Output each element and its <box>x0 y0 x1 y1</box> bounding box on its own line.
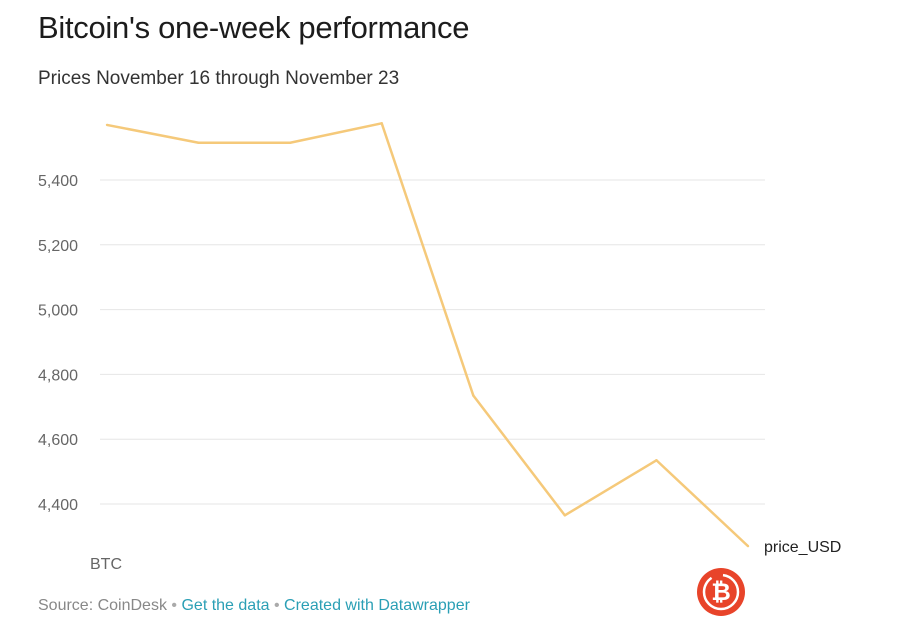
data-point <box>380 122 383 125</box>
y-tick-label: 5,000 <box>38 303 78 320</box>
chart-subtitle: Prices November 16 through November 23 <box>38 68 400 89</box>
data-point <box>472 394 475 397</box>
chart-title: Bitcoin's one-week performance <box>38 10 470 45</box>
y-tick-label: 5,200 <box>38 238 78 255</box>
y-axis-ticks: 4,400 4,600 4,800 5,000 5,200 5,400 <box>38 173 78 514</box>
x-axis-label: BTC <box>90 556 122 573</box>
data-point <box>563 514 567 517</box>
gridlines <box>100 179 765 505</box>
series-line <box>106 122 749 548</box>
series-label: price_USD <box>764 539 841 556</box>
footer-separator: • <box>171 597 178 614</box>
bitcoin-logo-icon: ₿ <box>697 568 745 616</box>
data-point <box>197 141 200 144</box>
y-tick-label: 5,400 <box>38 173 78 190</box>
svg-text:₿: ₿ <box>711 578 731 606</box>
y-tick-label: 4,600 <box>38 432 78 449</box>
footer: Source: CoinDesk • Get the data • Create… <box>38 597 470 615</box>
get-data-link[interactable]: Get the data <box>181 597 270 614</box>
y-tick-label: 4,400 <box>38 497 78 514</box>
footer-separator: • <box>273 597 280 614</box>
data-point <box>105 123 109 127</box>
data-point <box>746 544 750 548</box>
data-point <box>288 141 292 144</box>
series-layer: price_USD <box>105 122 841 556</box>
datawrapper-link[interactable]: Created with Datawrapper <box>284 597 470 614</box>
data-point <box>655 459 658 462</box>
y-tick-label: 4,800 <box>38 367 78 384</box>
source-text: Source: CoinDesk <box>38 597 167 614</box>
